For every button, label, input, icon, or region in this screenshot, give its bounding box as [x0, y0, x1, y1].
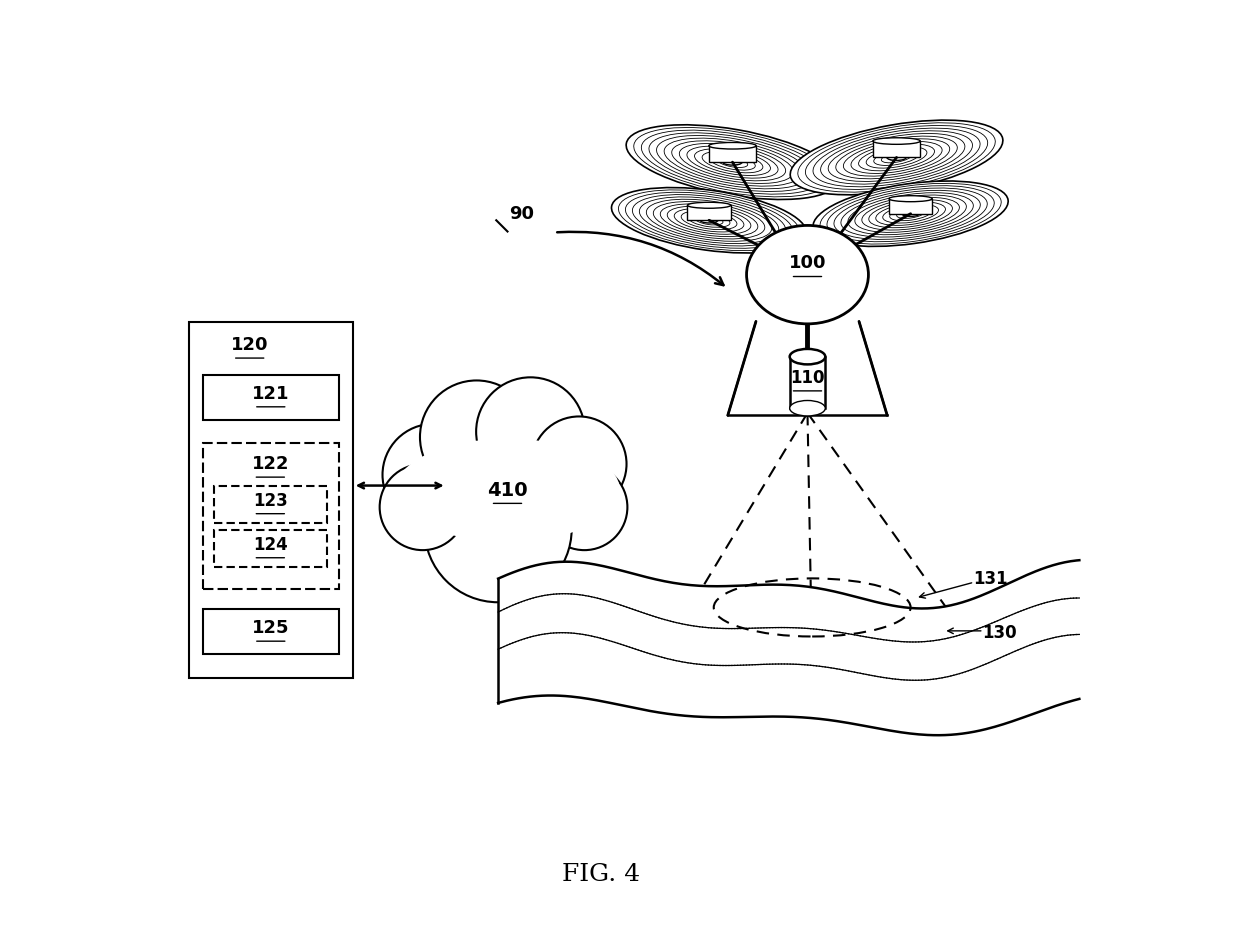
Text: 110: 110 [790, 369, 825, 387]
Text: 121: 121 [252, 385, 290, 403]
Polygon shape [790, 356, 826, 408]
Ellipse shape [790, 120, 1003, 195]
Ellipse shape [889, 196, 932, 202]
Ellipse shape [901, 211, 920, 216]
Ellipse shape [813, 181, 1008, 246]
Text: 123: 123 [253, 491, 288, 509]
Ellipse shape [746, 225, 868, 323]
Ellipse shape [379, 464, 466, 550]
Ellipse shape [542, 464, 627, 550]
Ellipse shape [382, 423, 485, 525]
Polygon shape [215, 486, 326, 523]
Text: 131: 131 [973, 571, 1008, 588]
Ellipse shape [701, 218, 718, 223]
Polygon shape [203, 443, 339, 588]
Ellipse shape [709, 142, 756, 149]
Ellipse shape [790, 349, 826, 364]
Text: 90: 90 [510, 205, 534, 223]
Ellipse shape [626, 124, 838, 200]
Text: 130: 130 [982, 623, 1017, 642]
Ellipse shape [532, 417, 626, 511]
Ellipse shape [887, 155, 906, 160]
Polygon shape [215, 530, 326, 567]
Text: 100: 100 [789, 255, 826, 273]
Text: 410: 410 [487, 481, 528, 500]
Ellipse shape [367, 405, 649, 565]
Polygon shape [203, 375, 339, 420]
Ellipse shape [687, 202, 730, 208]
Polygon shape [203, 609, 339, 654]
Ellipse shape [420, 380, 533, 493]
FancyArrowPatch shape [557, 232, 723, 285]
Polygon shape [188, 322, 353, 678]
Ellipse shape [873, 138, 920, 144]
Polygon shape [873, 141, 920, 157]
Text: 125: 125 [252, 619, 290, 637]
Polygon shape [687, 206, 730, 221]
Ellipse shape [424, 455, 572, 603]
Polygon shape [889, 199, 932, 214]
Ellipse shape [611, 188, 807, 253]
Text: 124: 124 [253, 536, 288, 554]
Text: 120: 120 [231, 336, 268, 354]
Text: FIG. 4: FIG. 4 [562, 863, 640, 886]
Ellipse shape [790, 401, 826, 416]
Polygon shape [709, 146, 756, 162]
Ellipse shape [396, 438, 620, 542]
Ellipse shape [476, 377, 585, 486]
Ellipse shape [723, 159, 743, 165]
Text: 122: 122 [252, 455, 289, 473]
